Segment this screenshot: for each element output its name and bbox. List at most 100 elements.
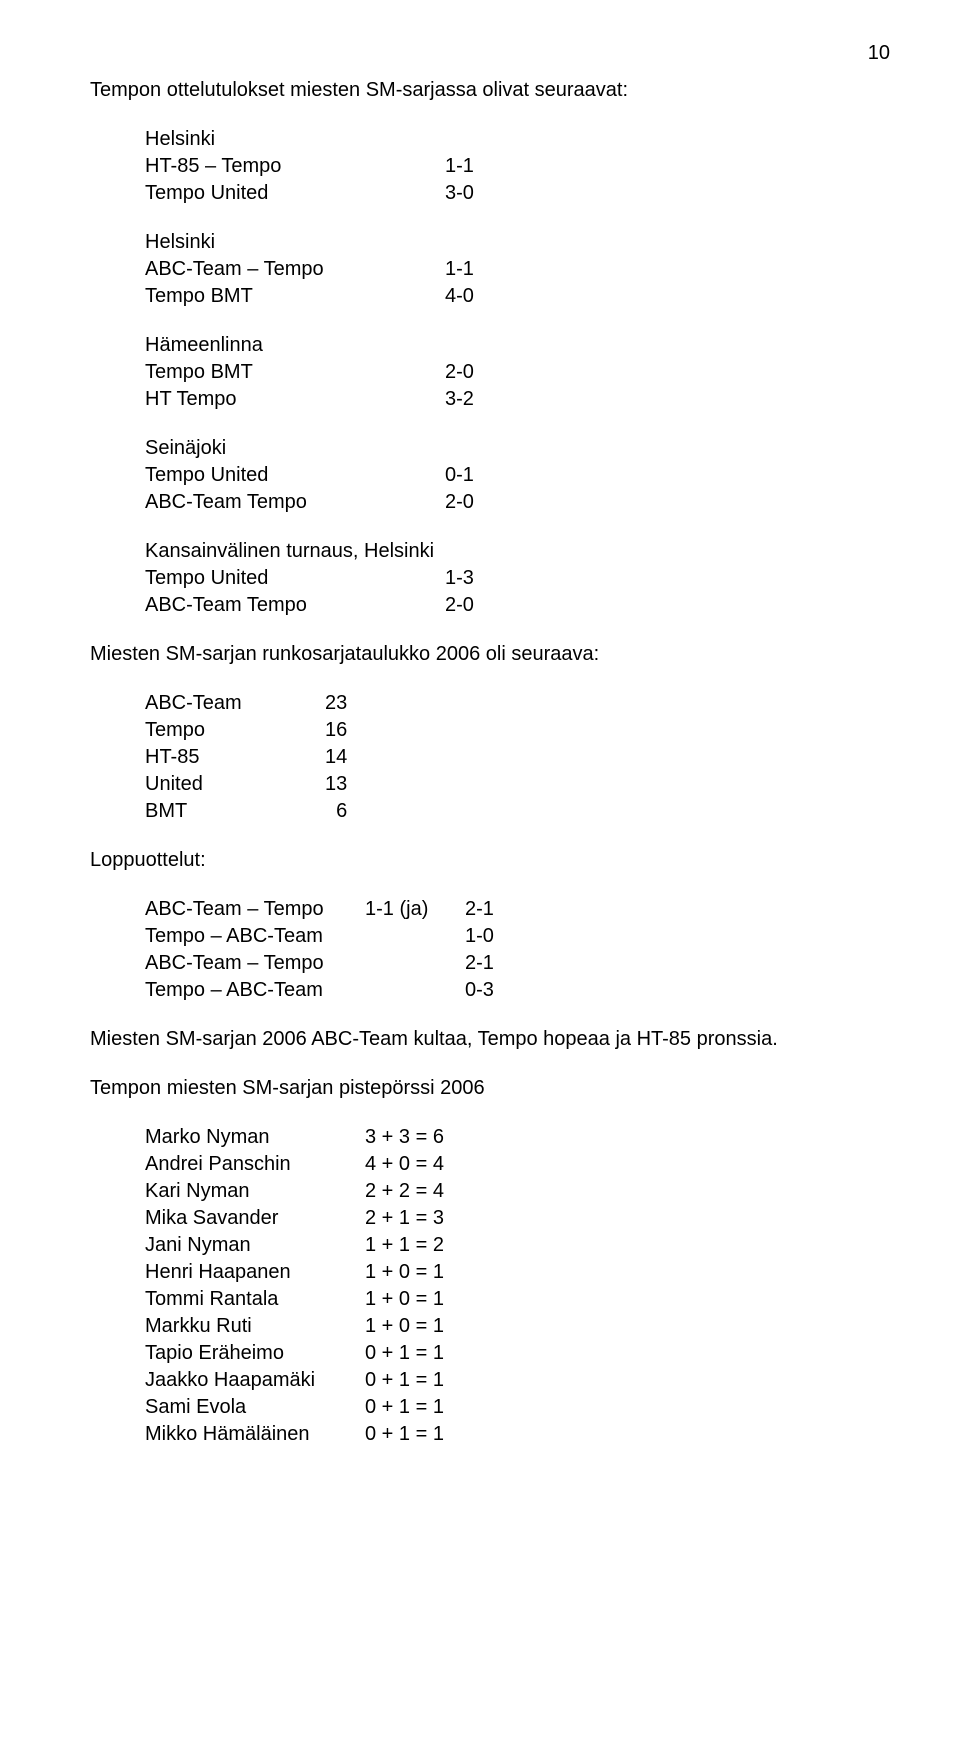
standings-points: 13 bbox=[325, 771, 347, 798]
playoff-match: Tempo – ABC-Team bbox=[145, 923, 365, 950]
match-score: 2-0 bbox=[445, 489, 525, 516]
scorer-value: 0 + 1 = 1 bbox=[365, 1421, 485, 1448]
standings-row: ABC-Team23 bbox=[145, 690, 890, 717]
match-row: ABC-Team – Tempo1-1 bbox=[145, 256, 890, 283]
standings-team: BMT bbox=[145, 798, 325, 825]
standings-title: Miesten SM-sarjan runkosarjataulukko 200… bbox=[90, 641, 890, 668]
heading: Tempon ottelutulokset miesten SM-sarjass… bbox=[90, 77, 890, 104]
match-row: HT Tempo3-2 bbox=[145, 386, 890, 413]
match-teams: Tempo United bbox=[145, 565, 445, 592]
match-teams: Tempo United bbox=[145, 180, 445, 207]
result-group: SeinäjokiTempo United0-1ABC-Team Tempo2-… bbox=[90, 435, 890, 516]
playoff-mid bbox=[365, 977, 465, 1004]
scorer-name: Mikko Hämäläinen bbox=[145, 1421, 365, 1448]
match-teams: ABC-Team – Tempo bbox=[145, 256, 445, 283]
scorer-row: Henri Haapanen1 + 0 = 1 bbox=[145, 1259, 890, 1286]
scorer-value: 3 + 3 = 6 bbox=[365, 1124, 485, 1151]
playoffs-title: Loppuottelut: bbox=[90, 847, 890, 874]
scorer-value: 4 + 0 = 4 bbox=[365, 1151, 485, 1178]
playoff-row: ABC-Team – Tempo 2-1 bbox=[145, 950, 890, 977]
scorer-name: Mika Savander bbox=[145, 1205, 365, 1232]
playoff-match: ABC-Team – Tempo bbox=[145, 896, 365, 923]
match-score: 3-0 bbox=[445, 180, 525, 207]
match-row: Tempo United1-3 bbox=[145, 565, 890, 592]
standings-row: BMT 6 bbox=[145, 798, 890, 825]
scorers-title: Tempon miesten SM-sarjan pistepörssi 200… bbox=[90, 1075, 890, 1102]
result-group: HelsinkiABC-Team – Tempo1-1Tempo BMT4-0 bbox=[90, 229, 890, 310]
match-score: 1-1 bbox=[445, 256, 525, 283]
scorer-name: Sami Evola bbox=[145, 1394, 365, 1421]
group-title: Kansainvälinen turnaus, Helsinki bbox=[145, 538, 890, 565]
playoff-row: Tempo – ABC-Team 1-0 bbox=[145, 923, 890, 950]
playoff-mid bbox=[365, 950, 465, 977]
group-title: Seinäjoki bbox=[145, 435, 890, 462]
scorer-value: 0 + 1 = 1 bbox=[365, 1367, 485, 1394]
scorer-name: Marko Nyman bbox=[145, 1124, 365, 1151]
page-number: 10 bbox=[90, 40, 890, 67]
scorer-name: Tapio Eräheimo bbox=[145, 1340, 365, 1367]
match-score: 2-0 bbox=[445, 359, 525, 386]
match-teams: HT-85 – Tempo bbox=[145, 153, 445, 180]
match-teams: HT Tempo bbox=[145, 386, 445, 413]
match-teams: Tempo BMT bbox=[145, 359, 445, 386]
scorer-name: Jani Nyman bbox=[145, 1232, 365, 1259]
playoff-match: Tempo – ABC-Team bbox=[145, 977, 365, 1004]
scorer-value: 1 + 1 = 2 bbox=[365, 1232, 485, 1259]
group-title: Helsinki bbox=[145, 229, 890, 256]
scorer-name: Kari Nyman bbox=[145, 1178, 365, 1205]
standings-points: 16 bbox=[325, 717, 347, 744]
scorer-name: Markku Ruti bbox=[145, 1313, 365, 1340]
match-score: 3-2 bbox=[445, 386, 525, 413]
scorer-name: Jaakko Haapamäki bbox=[145, 1367, 365, 1394]
scorer-value: 2 + 2 = 4 bbox=[365, 1178, 485, 1205]
match-row: Tempo United0-1 bbox=[145, 462, 890, 489]
match-score: 0-1 bbox=[445, 462, 525, 489]
scorer-row: Tapio Eräheimo0 + 1 = 1 bbox=[145, 1340, 890, 1367]
match-teams: Tempo BMT bbox=[145, 283, 445, 310]
group-title: Hämeenlinna bbox=[145, 332, 890, 359]
scorer-name: Henri Haapanen bbox=[145, 1259, 365, 1286]
result-group: Kansainvälinen turnaus, HelsinkiTempo Un… bbox=[90, 538, 890, 619]
match-score: 1-3 bbox=[445, 565, 525, 592]
match-row: Tempo BMT4-0 bbox=[145, 283, 890, 310]
match-score: 1-1 bbox=[445, 153, 525, 180]
playoff-score: 2-1 bbox=[465, 896, 525, 923]
scorer-value: 2 + 1 = 3 bbox=[365, 1205, 485, 1232]
scorer-row: Markku Ruti1 + 0 = 1 bbox=[145, 1313, 890, 1340]
scorer-name: Tommi Rantala bbox=[145, 1286, 365, 1313]
playoff-row: ABC-Team – Tempo1-1 (ja)2-1 bbox=[145, 896, 890, 923]
match-row: ABC-Team Tempo2-0 bbox=[145, 592, 890, 619]
standings-team: ABC-Team bbox=[145, 690, 325, 717]
playoff-match: ABC-Team – Tempo bbox=[145, 950, 365, 977]
standings-team: HT-85 bbox=[145, 744, 325, 771]
match-score: 4-0 bbox=[445, 283, 525, 310]
playoff-score: 1-0 bbox=[465, 923, 525, 950]
scorer-row: Kari Nyman2 + 2 = 4 bbox=[145, 1178, 890, 1205]
scorer-row: Jani Nyman1 + 1 = 2 bbox=[145, 1232, 890, 1259]
match-row: HT-85 – Tempo1-1 bbox=[145, 153, 890, 180]
scorer-value: 1 + 0 = 1 bbox=[365, 1286, 485, 1313]
standings-team: United bbox=[145, 771, 325, 798]
scorer-row: Jaakko Haapamäki0 + 1 = 1 bbox=[145, 1367, 890, 1394]
match-row: ABC-Team Tempo2-0 bbox=[145, 489, 890, 516]
match-score: 2-0 bbox=[445, 592, 525, 619]
playoff-score: 2-1 bbox=[465, 950, 525, 977]
match-teams: ABC-Team Tempo bbox=[145, 489, 445, 516]
result-group: HämeenlinnaTempo BMT2-0HT Tempo3-2 bbox=[90, 332, 890, 413]
scorer-row: Sami Evola0 + 1 = 1 bbox=[145, 1394, 890, 1421]
standings-points: 23 bbox=[325, 690, 347, 717]
playoff-score: 0-3 bbox=[465, 977, 525, 1004]
scorer-value: 1 + 0 = 1 bbox=[365, 1313, 485, 1340]
match-row: Tempo BMT2-0 bbox=[145, 359, 890, 386]
standings-team: Tempo bbox=[145, 717, 325, 744]
match-teams: Tempo United bbox=[145, 462, 445, 489]
scorer-row: Marko Nyman3 + 3 = 6 bbox=[145, 1124, 890, 1151]
scorer-value: 1 + 0 = 1 bbox=[365, 1259, 485, 1286]
match-row: Tempo United3-0 bbox=[145, 180, 890, 207]
result-line: Miesten SM-sarjan 2006 ABC-Team kultaa, … bbox=[90, 1026, 890, 1053]
scorer-row: Mikko Hämäläinen0 + 1 = 1 bbox=[145, 1421, 890, 1448]
standings-row: HT-8514 bbox=[145, 744, 890, 771]
match-teams: ABC-Team Tempo bbox=[145, 592, 445, 619]
playoff-row: Tempo – ABC-Team 0-3 bbox=[145, 977, 890, 1004]
standings-points: 14 bbox=[325, 744, 347, 771]
